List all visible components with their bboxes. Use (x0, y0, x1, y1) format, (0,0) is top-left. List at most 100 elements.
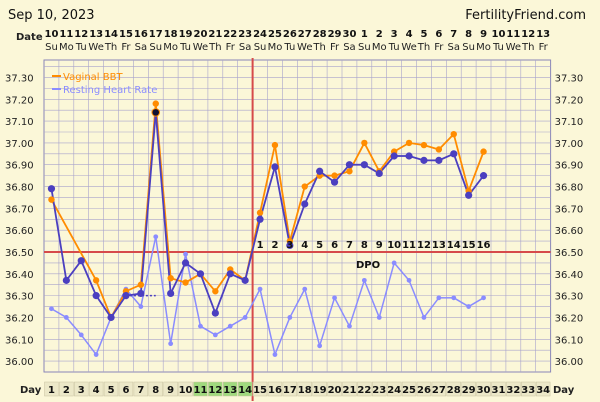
y-tick-label-right: 37.20 (555, 95, 584, 106)
y-tick-label-left: 36.00 (5, 357, 34, 368)
site-name: FertilityFriend.com (465, 8, 586, 23)
temp-line-segment (139, 112, 157, 294)
date-label: 28 (313, 29, 327, 40)
weekday-label: We (401, 42, 416, 53)
bbt-point (271, 141, 279, 149)
cycle-day-label: 32 (506, 385, 520, 396)
date-label: 14 (104, 29, 118, 40)
y-tick-label-right: 37.30 (555, 73, 584, 84)
date-label: 22 (223, 29, 237, 40)
heart-rate-point (272, 352, 278, 357)
cycle-day-cell (297, 381, 312, 397)
heart-rate-point (406, 277, 412, 283)
cycle-day-label: 18 (298, 385, 312, 396)
weekday-label: Su (462, 42, 475, 53)
temp-point (92, 292, 100, 300)
cycle-day-cell (163, 381, 178, 397)
temp-point (137, 289, 145, 298)
dpo-number: 9 (376, 240, 383, 251)
date-label: 6 (435, 29, 442, 40)
date-label: 27 (298, 29, 312, 40)
temp-point (271, 163, 279, 171)
weekday-label: We (506, 42, 521, 53)
temp-point (420, 156, 428, 164)
weekday-label: Mo (163, 42, 178, 53)
dpo-label: DPO (356, 260, 380, 271)
weekday-label: Su (149, 42, 162, 53)
date-label: 15 (119, 29, 133, 40)
bbt-line-segment (452, 133, 470, 192)
heart-rate-point (451, 295, 457, 301)
date-label: 13 (536, 29, 550, 40)
cycle-day-label: 17 (283, 385, 297, 396)
temp-point (301, 200, 309, 208)
y-tick-label-left: 36.60 (5, 226, 34, 237)
temp-point (226, 270, 234, 278)
bbt-point (480, 148, 487, 155)
temp-line-segment (65, 260, 82, 281)
y-tick-label-right: 36.70 (555, 204, 584, 215)
heart-rate-line-segment (95, 317, 112, 355)
heart-rate-line-segment (229, 316, 246, 327)
temp-point (181, 259, 190, 267)
cycle-day-cell (521, 381, 536, 397)
cycle-day-label: 13 (223, 385, 237, 396)
date-row: 10Su11Mo12Tu13We14Th15Fr16Sa17Su18Mo19Tu… (44, 29, 550, 53)
temp-line-segment (110, 295, 127, 318)
heart-rate-point (212, 332, 218, 338)
cycle-day-label: 26 (417, 385, 431, 396)
bbt-point (346, 168, 353, 175)
heart-rate-point (391, 260, 397, 266)
cycle-day-label: 22 (357, 385, 371, 396)
heart-rate-point (302, 286, 308, 292)
y-tick-label-left: 37.20 (5, 95, 34, 106)
heart-rate-point (436, 295, 442, 301)
date-label: 20 (193, 29, 207, 40)
y-tick-label-left: 36.70 (5, 204, 34, 215)
bbt-point (48, 196, 55, 203)
cycle-day-label: 28 (447, 385, 461, 396)
temp-line-segment (169, 262, 187, 294)
bbt-line-segment (467, 151, 485, 192)
y-tick-label-left: 37.10 (5, 117, 34, 128)
y-tick-label-left: 37.00 (5, 139, 34, 150)
heart-rate-line-segment (244, 288, 261, 318)
bbt-line-segment (95, 280, 112, 318)
date-label: 11 (506, 29, 520, 40)
weekday-label: Sa (343, 42, 355, 53)
legend-bbt-label: Vaginal BBT (63, 72, 123, 83)
cycle-day-label: 9 (167, 385, 174, 396)
cycle-day-cell (491, 381, 506, 397)
temp-point (62, 276, 70, 284)
cycle-day-cell (461, 381, 476, 397)
temp-point (167, 289, 175, 298)
weekday-label: Tu (75, 42, 87, 53)
date-label: 16 (134, 29, 148, 40)
heart-rate-point (63, 315, 69, 320)
heart-rate-point (227, 323, 233, 329)
weekday-label: Fr (121, 42, 131, 53)
bbt-point (361, 139, 368, 147)
temp-line-segment (244, 219, 261, 281)
heart-rate-line-segment (348, 280, 366, 327)
cycle-day-label: 11 (193, 385, 207, 396)
cycle-day-cell (431, 381, 447, 397)
dpo-number: 2 (271, 240, 278, 251)
cycle-day-cell (74, 381, 89, 397)
series-layer (47, 100, 488, 357)
cycle-day-label: 12 (208, 385, 222, 396)
cycle-day-cell (118, 381, 134, 397)
date-label: 9 (480, 29, 487, 40)
cycle-day-cell (327, 381, 342, 397)
heart-rate-point (347, 323, 352, 329)
date-label: 2 (376, 29, 383, 40)
heart-rate-line-segment (393, 262, 410, 281)
date-label: 10 (491, 29, 505, 40)
y-tick-label-right: 37.10 (555, 117, 584, 128)
heart-rate-point (466, 304, 472, 309)
cycle-day-row: 1 2 3 4 5 6 7 8 9 10 11 12 13 14 15 16 17 18 19 20 21 22 23 24 2… (44, 381, 551, 397)
temp-line-segment (80, 260, 97, 296)
date-label: 7 (450, 29, 457, 40)
weekday-label: Sa (239, 42, 251, 53)
temp-point (47, 185, 56, 193)
